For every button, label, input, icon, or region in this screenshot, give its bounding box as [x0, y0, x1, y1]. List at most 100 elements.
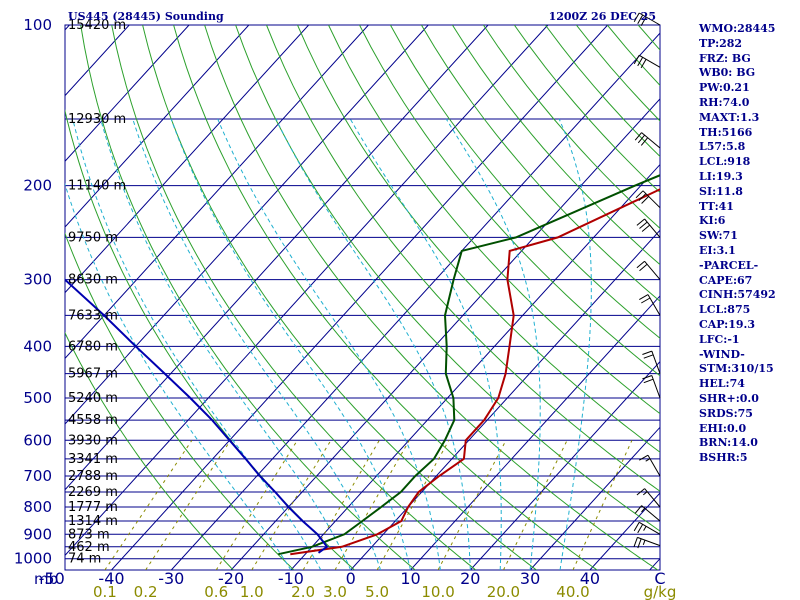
wind-barb: [642, 350, 661, 374]
height-label: 462 m: [68, 540, 110, 555]
moist-adiabat: [558, 118, 592, 570]
pressure-tick-label: 300: [23, 271, 52, 289]
height-label: 6780 m: [68, 339, 118, 354]
height-label: 1314 m: [68, 514, 118, 529]
height-label: 1777 m: [68, 500, 118, 515]
index-item: -PARCEL-: [699, 258, 759, 272]
temperature-tick-label: C: [654, 569, 665, 588]
mixing-ratio-label: 0.1: [93, 583, 117, 600]
pressure-tick-label: 600: [23, 431, 52, 449]
mixing-ratio-line: [251, 440, 332, 570]
index-item: LI:19.3: [699, 169, 743, 183]
isotherm: [350, 229, 660, 570]
index-item: L57:5.8: [699, 140, 746, 154]
isotherm: [230, 98, 660, 570]
wind-barb: [642, 375, 661, 399]
pressure-tick-label: 900: [23, 525, 52, 543]
mixing-ratio-label: g/kg: [644, 583, 677, 600]
mixing-ratio-line: [145, 440, 231, 570]
series-dewpoint: [278, 174, 660, 556]
moist-adiabat: [217, 118, 441, 570]
wind-barb: [636, 488, 661, 508]
index-item: TP:282: [699, 36, 743, 50]
moist-adiabat: [170, 118, 411, 570]
dry-adiabat: [65, 331, 234, 570]
index-item: SW:71: [699, 229, 738, 243]
thermo-grid: [0, 25, 660, 570]
height-label: 9750 m: [68, 230, 118, 245]
height-label: 8630 m: [68, 273, 118, 288]
height-label: 2269 m: [68, 485, 118, 500]
wind-barb: [636, 218, 661, 238]
wind-barb: [635, 190, 661, 209]
mixing-ratio-label: 1.0: [240, 583, 264, 600]
pressure-tick-label: 800: [23, 498, 52, 516]
mixing-ratio-label: 2.0: [291, 583, 315, 600]
pressure-tick-label: 200: [23, 177, 52, 195]
mixing-ratio-line: [502, 440, 568, 570]
isotherm: [0, 25, 10, 570]
isotherm: [65, 25, 310, 294]
moist-adiabat: [132, 118, 382, 570]
height-label: 12930 m: [68, 112, 126, 127]
wind-barb: [639, 454, 661, 477]
wind-barb: [634, 132, 661, 149]
mixing-ratio-line: [215, 440, 298, 570]
valid-time: 1200Z 26 DEC 25: [549, 10, 656, 23]
index-item: EHI:0.0: [699, 421, 747, 435]
isotherm: [111, 25, 609, 570]
index-item: TH:5166: [699, 125, 753, 139]
dry-adiabat: [389, 25, 660, 339]
isotherm: [65, 25, 190, 163]
moist-adiabat: [72, 118, 322, 570]
isotherm: [65, 25, 70, 31]
dry-adiabat: [204, 25, 658, 570]
dry-adiabat: [297, 25, 660, 453]
height-label: 5240 m: [68, 391, 118, 406]
index-item: CINH:57492: [699, 288, 776, 302]
dry-adiabat: [420, 25, 660, 302]
index-item: WB0: BG: [699, 66, 756, 80]
wind-barb: [633, 521, 661, 535]
isotherm: [469, 360, 660, 570]
mixing-ratio-label: 5.0: [365, 583, 389, 600]
height-label: 5967 m: [68, 367, 118, 382]
height-label: 3341 m: [68, 452, 118, 467]
pressure-tick-label: 500: [23, 389, 52, 407]
temperature-tick-label: -20: [218, 569, 244, 588]
dry-adiabat: [328, 25, 660, 415]
dry-adiabat: [451, 25, 660, 266]
height-label: 11140 m: [68, 179, 126, 194]
isotherm: [290, 163, 660, 570]
index-item: KI:6: [699, 214, 726, 228]
index-item: SI:11.8: [699, 184, 743, 198]
temperature-tick-label: -10: [278, 569, 304, 588]
index-item: LCL:918: [699, 155, 751, 169]
pressure-tick-label: 1000: [14, 550, 52, 568]
dry-adiabat: [359, 25, 660, 377]
mixing-ratio-label: 10.0: [421, 583, 454, 600]
sounding-indices: WMO:28445 TP:282 FRZ: BG WB0: BG PW:0.21 RH:7…: [699, 22, 799, 466]
temperature-tick-label: 0: [346, 569, 356, 588]
moist-adiabat: [100, 118, 352, 570]
isotherm: [170, 32, 660, 570]
pressure-unit-label: mb: [34, 570, 58, 588]
isotherm: [65, 25, 429, 425]
isotherm: [65, 25, 250, 228]
isotherm: [529, 426, 660, 570]
index-item: LCL:875: [699, 303, 751, 317]
profile-series: [65, 174, 660, 556]
index-item: BSHR:5: [699, 451, 748, 465]
height-label: 873 m: [68, 527, 110, 542]
wind-barbs: [633, 12, 661, 549]
dry-adiabat: [142, 25, 537, 570]
index-item: WMO:28445: [699, 22, 776, 35]
pressure-tick-label: 100: [23, 16, 52, 34]
index-item: TT:41: [699, 199, 734, 213]
mixing-ratio-label: 20.0: [487, 583, 520, 600]
index-item: SHR+:0.0: [699, 391, 759, 405]
index-item: CAP:19.3: [699, 317, 756, 331]
temperature-tick-label: 10: [400, 569, 420, 588]
